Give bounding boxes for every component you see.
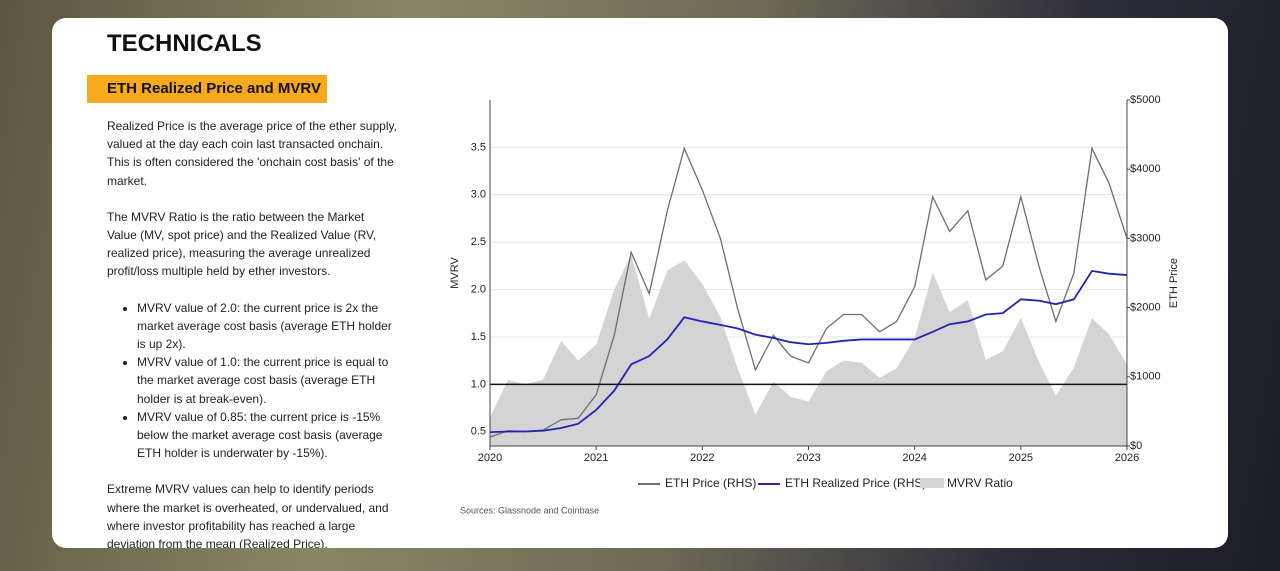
- x-tick-label: 2020: [478, 452, 502, 464]
- chart: 0.5 1.0 1.5 2.0 2.5 3.0 3.5 $0 $1000 $2000 $3000 $4…: [449, 94, 1180, 515]
- bullet-list: MVRV value of 2.0: the current price is …: [107, 299, 397, 463]
- text-column: Realized Price is the average price of t…: [107, 117, 397, 548]
- y-tick-label: 0.5: [471, 426, 486, 438]
- y2-tick-label: $0: [1130, 440, 1142, 452]
- section-heading: ETH Realized Price and MVRV: [87, 75, 327, 103]
- bullet: MVRV value of 1.0: the current price is …: [137, 353, 397, 408]
- bullet: MVRV value of 0.85: the current price is…: [137, 408, 397, 463]
- y-tick-label: 3.0: [471, 189, 486, 201]
- source-note: Sources: Glassnode and Coinbase: [460, 505, 599, 515]
- y2-tick-label: $2000: [1130, 302, 1161, 314]
- x-tick-label: 2023: [796, 452, 820, 464]
- paragraph: Extreme MVRV values can help to identify…: [107, 482, 389, 548]
- legend-label: MVRV Ratio: [947, 476, 1013, 490]
- paragraph: Realized Price is the average price of t…: [107, 119, 397, 188]
- y2-tick-label: $5000: [1130, 94, 1161, 106]
- legend-label: ETH Realized Price (RHS): [785, 476, 926, 490]
- legend-swatch: [920, 478, 944, 488]
- y2-tick-label: $1000: [1130, 371, 1161, 383]
- x-tick-label: 2024: [902, 452, 926, 464]
- series-line: [489, 269, 1128, 434]
- y2-tick-label: $4000: [1130, 163, 1161, 175]
- y2-tick-label: $3000: [1130, 232, 1161, 244]
- y-axis-label: MVRV: [449, 257, 461, 289]
- y-tick-label: 1.0: [471, 378, 486, 390]
- mvrv-area: [490, 254, 1127, 446]
- y-tick-label: 3.5: [471, 141, 486, 153]
- x-tick-label: 2022: [690, 452, 714, 464]
- y-tick-label: 2.5: [471, 236, 486, 248]
- x-tick-label: 2026: [1115, 452, 1139, 464]
- y-tick-label: 2.0: [471, 283, 486, 295]
- series-line: [489, 146, 1128, 438]
- paragraph: The MVRV Ratio is the ratio between the …: [107, 209, 377, 279]
- y2-axis-label: ETH Price: [1168, 258, 1180, 308]
- x-tick-label: 2021: [584, 452, 608, 464]
- title: TECHNICALS: [107, 30, 262, 57]
- y-tick-label: 1.5: [471, 331, 486, 343]
- bullet: MVRV value of 2.0: the current price is …: [137, 299, 397, 354]
- legend-label: ETH Price (RHS): [665, 476, 756, 490]
- document-card: TECHNICALS ETH Realized Price and MVRV R…: [52, 18, 1228, 548]
- x-tick-label: 2025: [1009, 452, 1033, 464]
